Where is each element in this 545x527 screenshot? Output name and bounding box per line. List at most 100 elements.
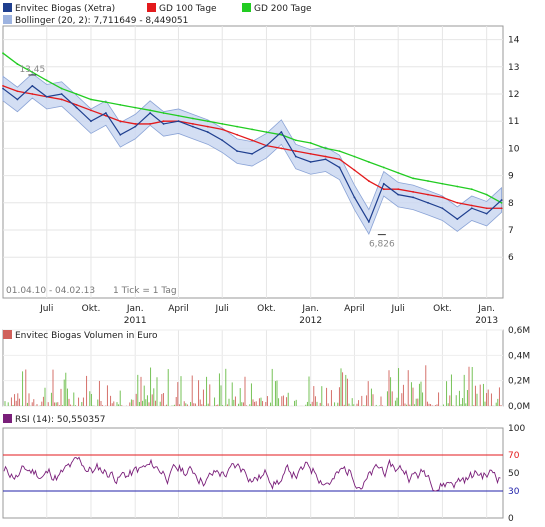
series-point-gd100	[456, 201, 459, 204]
series-point-gd100	[75, 103, 78, 106]
series-point-gd200	[382, 166, 385, 169]
series-point-price	[309, 161, 312, 163]
rsi-ytick-label: 70	[508, 451, 520, 461]
legend-swatch-price	[3, 3, 12, 12]
volume-ytick-label: 0,0M	[508, 402, 530, 412]
series-point-price	[45, 95, 48, 98]
series-point-price	[206, 131, 209, 133]
series-point-gd100	[2, 84, 4, 87]
series-point-price	[353, 196, 356, 199]
series-point-price	[280, 131, 283, 133]
series-point-price	[177, 120, 180, 123]
series-point-gd100	[294, 150, 297, 153]
series-point-gd100	[397, 188, 400, 191]
series-point-gd100	[470, 204, 473, 207]
series-point-gd100	[485, 207, 488, 210]
volume-panel-frame	[2, 329, 504, 407]
legend-label-gd200: GD 200 Tage	[254, 4, 312, 14]
price-xtick-label: April	[344, 304, 365, 314]
series-point-gd200	[412, 177, 414, 180]
series-point-gd200	[280, 133, 283, 136]
series-point-gd200	[338, 150, 341, 153]
legend-swatch-volume	[3, 330, 12, 339]
series-point-price	[367, 220, 370, 223]
series-point-price	[162, 123, 165, 125]
series-point-gd200	[206, 120, 209, 123]
series-point-gd200	[441, 182, 444, 185]
series-point-gd100	[367, 180, 370, 182]
rsi-panel-frame	[2, 427, 504, 519]
series-point-gd100	[60, 98, 63, 101]
rsi-ytick-label: 50	[508, 469, 520, 479]
series-point-price	[441, 207, 444, 210]
price-ytick-label: 11	[508, 117, 519, 127]
series-point-gd100	[134, 123, 137, 125]
series-point-gd200	[367, 161, 370, 163]
series-point-gd100	[31, 93, 34, 95]
series-point-gd200	[16, 63, 19, 65]
series-point-price	[2, 87, 4, 90]
annotation-label: 6,826	[369, 240, 395, 250]
series-point-gd200	[265, 131, 268, 133]
series-point-gd200	[470, 188, 473, 191]
series-point-price	[382, 182, 385, 185]
series-point-gd200	[485, 193, 488, 196]
series-point-gd100	[206, 125, 209, 128]
series-point-gd100	[251, 139, 253, 142]
price-xtick-label: Jan.	[301, 304, 319, 314]
series-point-gd200	[251, 128, 253, 131]
series-point-price	[149, 112, 152, 114]
series-point-price	[90, 120, 92, 123]
series-point-gd200	[45, 79, 48, 82]
series-point-gd200	[294, 139, 297, 142]
series-point-gd100	[90, 109, 92, 112]
legend-label-gd100: GD 100 Tage	[159, 4, 217, 14]
price-xtick-label: Juli	[391, 304, 405, 314]
price-ytick-label: 6	[508, 253, 514, 263]
series-point-gd200	[397, 171, 400, 174]
series-point-price	[470, 207, 473, 210]
series-point-gd100	[162, 120, 165, 123]
series-point-price	[75, 106, 78, 109]
date-range-note: 01.04.10 - 04.02.13	[6, 286, 95, 296]
legend-swatch-gd200	[242, 3, 251, 12]
series-point-price	[485, 212, 488, 215]
price-xtick-year: 2012	[299, 316, 322, 326]
price-ytick-label: 7	[508, 226, 514, 236]
price-xtick-year: 2011	[124, 316, 147, 326]
volume-bars	[4, 365, 502, 406]
series-point-gd100	[236, 133, 239, 136]
rsi-line	[3, 456, 501, 492]
price-ytick-label: 10	[508, 144, 520, 154]
series-point-price	[31, 84, 34, 87]
price-xtick-label: Juli	[215, 304, 229, 314]
series-point-gd200	[75, 93, 78, 95]
series-point-gd100	[192, 123, 194, 125]
legend-swatch-rsi	[3, 414, 12, 423]
price-ytick-label: 13	[508, 63, 519, 73]
series-point-gd200	[221, 123, 224, 125]
series-point-gd200	[500, 201, 503, 204]
series-point-gd100	[221, 128, 224, 131]
series-point-price	[412, 196, 414, 199]
price-xtick-label: Juli	[39, 304, 53, 314]
series-point-price	[221, 139, 224, 142]
legend-label-volume: Envitec Biogas Volumen in Euro	[15, 331, 158, 341]
series-point-gd200	[236, 125, 239, 128]
series-point-gd200	[60, 87, 63, 90]
series-point-gd100	[280, 147, 283, 150]
legend-label-rsi: RSI (14): 50,550357	[15, 415, 106, 425]
series-point-gd200	[2, 52, 4, 55]
series-point-gd100	[427, 193, 429, 196]
price-ytick-label: 14	[508, 36, 520, 46]
price-xtick-year: 2013	[475, 316, 498, 326]
price-xtick-label: April	[168, 304, 189, 314]
series-point-gd200	[309, 142, 312, 144]
series-point-gd100	[324, 155, 327, 158]
price-xtick-label: Okt.	[82, 304, 101, 314]
price-series	[2, 52, 503, 236]
series-point-gd100	[149, 123, 152, 125]
rsi-ytick-label: 0	[508, 514, 514, 524]
series-point-price	[500, 199, 503, 201]
